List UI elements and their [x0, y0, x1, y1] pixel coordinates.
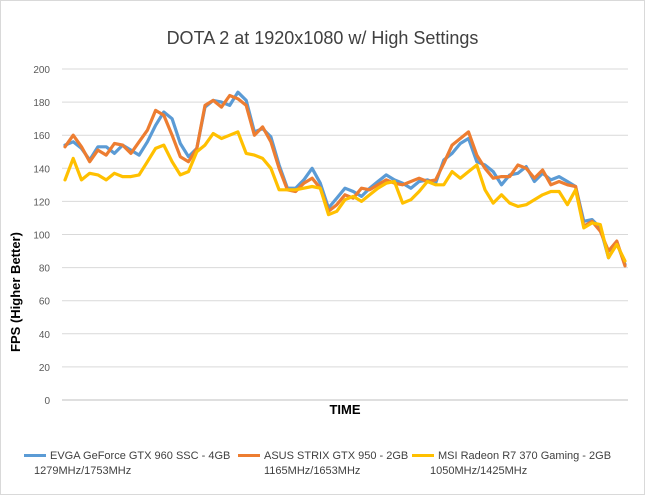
- legend: EVGA GeForce GTX 960 SSC - 4GB 1279MHz/1…: [0, 449, 645, 489]
- y-tick-label-200: 200: [33, 65, 50, 76]
- y-tick-label-60: 60: [39, 297, 51, 308]
- legend-item-asus: ASUS STRIX GTX 950 - 2GB 1165MHz/1653MHz: [238, 449, 408, 479]
- y-tick-label-160: 160: [33, 131, 50, 142]
- legend-label-asus: ASUS STRIX GTX 950 - 2GB: [264, 450, 409, 462]
- legend-item-evga: EVGA GeForce GTX 960 SSC - 4GB 1279MHz/1…: [24, 449, 230, 479]
- legend-label-msi: MSI Radeon R7 370 Gaming - 2GB: [438, 450, 612, 462]
- legend-sublabel-evga: 1279MHz/1753MHz: [34, 465, 132, 477]
- y-tick-label-20: 20: [39, 363, 51, 374]
- series-line-1: [63, 90, 627, 266]
- legend-swatch-asus: [238, 453, 260, 457]
- series-line-3: [63, 130, 627, 263]
- legend-label-evga: EVGA GeForce GTX 960 SSC - 4GB: [50, 450, 231, 462]
- legend-swatch-msi: [412, 453, 434, 457]
- legend-sublabel-asus: 1165MHz/1653MHz: [264, 465, 361, 477]
- series-line-2: [63, 93, 627, 268]
- y-tick-label-80: 80: [39, 264, 51, 275]
- y-tick-label-180: 180: [33, 98, 50, 109]
- chart-title: DOTA 2 at 1920x1080 w/ High Settings: [166, 28, 479, 48]
- y-tick-label-120: 120: [33, 197, 50, 208]
- y-tick-label-100: 100: [33, 231, 50, 242]
- legend-swatch-evga: [24, 453, 46, 457]
- x-axis-label: TIME: [329, 402, 361, 417]
- y-tick-label-140: 140: [33, 164, 50, 175]
- legend-sublabel-msi: 1050MHz/1425MHz: [430, 465, 528, 477]
- y-tick-label-40: 40: [39, 330, 51, 341]
- y-tick-label-0: 0: [44, 396, 50, 407]
- legend-item-msi: MSI Radeon R7 370 Gaming - 2GB 1050MHz/1…: [412, 449, 611, 479]
